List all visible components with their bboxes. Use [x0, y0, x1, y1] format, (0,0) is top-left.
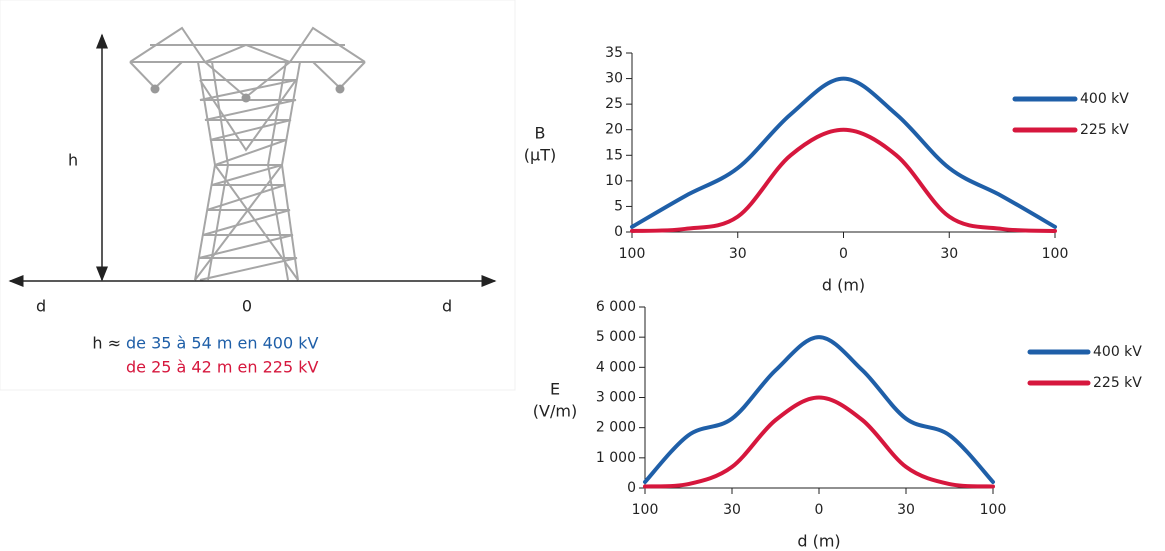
x-tick-label: 30	[940, 246, 958, 262]
series-line	[643, 395, 995, 489]
h-400: de 35 à 54 m en 400 kV	[126, 334, 319, 353]
y-axis-label: (μT)	[524, 146, 556, 165]
y-tick-label: 5 000	[596, 329, 636, 345]
x-tick-label: 0	[815, 502, 824, 518]
y-tick-label: 3 000	[596, 390, 636, 406]
y-axis-label: (V/m)	[533, 402, 577, 421]
x-tick-label: 30	[897, 502, 915, 518]
zero-label: 0	[242, 297, 252, 316]
y-axis-label: B	[535, 124, 546, 143]
d-label: d	[36, 297, 46, 316]
y-tick-label: 2 000	[596, 420, 636, 436]
y-tick-label: 20	[605, 122, 623, 138]
y-tick-label: 30	[605, 71, 623, 87]
y-axis-label: E	[550, 380, 560, 399]
x-tick-label: 0	[839, 246, 848, 262]
legend-label: 225 kV	[1080, 122, 1129, 138]
h-label: h	[68, 151, 78, 170]
d-label: d	[442, 297, 452, 316]
x-axis-label: d (m)	[822, 276, 865, 295]
x-tick-label: 100	[619, 246, 646, 262]
x-axis-label: d (m)	[797, 532, 840, 551]
y-tick-label: 35	[605, 45, 623, 61]
y-tick-label: 5	[614, 198, 623, 214]
x-tick-label: 100	[980, 502, 1007, 518]
diagram-panel	[0, 0, 516, 391]
y-tick-label: 25	[605, 96, 623, 112]
legend-label: 400 kV	[1093, 344, 1142, 360]
y-tick-label: 0	[614, 224, 623, 240]
x-tick-label: 30	[729, 246, 747, 262]
y-tick-label: 0	[627, 480, 636, 496]
x-tick-label: 100	[632, 502, 659, 518]
x-tick-label: 30	[723, 502, 741, 518]
legend-label: 400 kV	[1080, 91, 1129, 107]
y-tick-label: 15	[605, 147, 623, 163]
h-225: de 25 à 42 m en 225 kV	[126, 358, 319, 377]
h-approx: h ≈	[92, 334, 121, 353]
y-tick-label: 4 000	[596, 359, 636, 375]
series-line	[643, 335, 995, 484]
y-tick-label: 6 000	[596, 299, 636, 315]
y-tick-label: 1 000	[596, 450, 636, 466]
pylon	[129, 26, 366, 281]
legend-label: 225 kV	[1093, 375, 1142, 391]
x-tick-label: 100	[1042, 246, 1069, 262]
series-line	[630, 76, 1057, 229]
series-line	[630, 127, 1057, 233]
y-tick-label: 10	[605, 173, 623, 189]
